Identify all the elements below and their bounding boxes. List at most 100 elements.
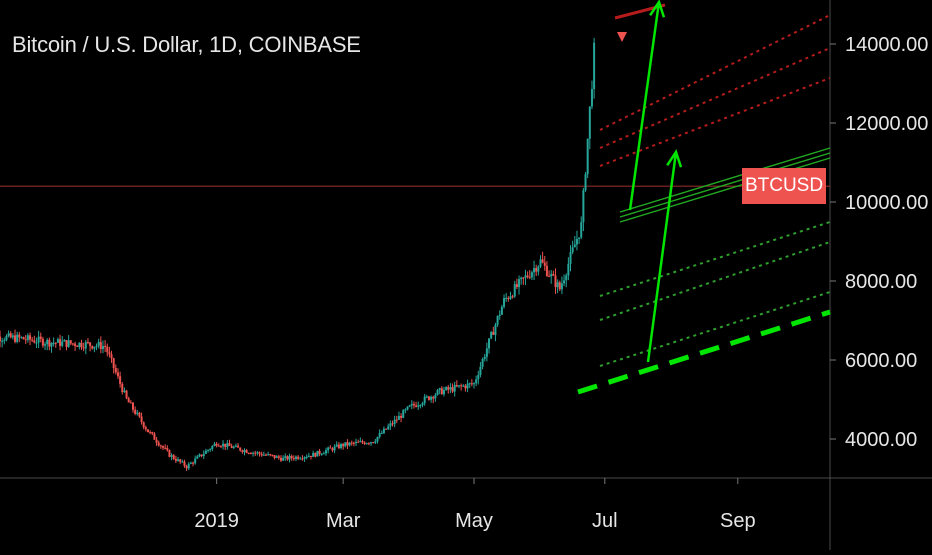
candle-body: [149, 432, 152, 434]
candle-body: [262, 454, 265, 456]
green-arrow-lower: [646, 151, 678, 363]
candle-body: [355, 441, 358, 444]
candle-body: [492, 331, 495, 335]
candle-body: [539, 259, 542, 267]
candle-body: [264, 454, 267, 456]
candle-body: [453, 384, 456, 392]
candle-body: [116, 372, 119, 377]
candle-body: [352, 442, 355, 444]
candle-body: [331, 448, 334, 451]
candle-body: [153, 433, 156, 440]
candle-body: [511, 296, 514, 298]
candle-body: [406, 406, 409, 410]
candle-body: [196, 456, 199, 459]
candle-body: [181, 461, 184, 463]
candle-body: [288, 455, 291, 460]
candle-body: [346, 442, 349, 446]
candle-body: [365, 443, 368, 445]
candle-body: [348, 442, 351, 446]
candle-body: [213, 443, 216, 446]
candle-body: [357, 441, 360, 443]
candle-body: [29, 335, 32, 340]
candle-body: [222, 443, 225, 447]
candle-body: [101, 345, 104, 350]
y-tick-label: 6000.00: [845, 350, 917, 372]
candle-body: [162, 446, 165, 448]
candle-body: [157, 442, 160, 446]
candle-body: [284, 456, 287, 458]
candle-body: [350, 442, 353, 444]
candle-body: [481, 358, 484, 367]
candle-body: [202, 453, 205, 457]
candle-body: [393, 419, 396, 425]
candle-body: [423, 396, 426, 404]
symbol-badge: BTCUSD: [742, 168, 826, 204]
green-dotted-channel-line: [599, 241, 831, 321]
candle-body: [590, 89, 593, 107]
candle-body: [340, 444, 343, 449]
candle-body: [303, 457, 306, 459]
candle-body: [520, 277, 523, 280]
candle-body: [273, 455, 276, 458]
candle-body: [241, 450, 244, 453]
candle-body: [286, 456, 289, 460]
green-arrow-upper: [628, 1, 661, 211]
candle-body: [48, 339, 51, 347]
candle-body: [307, 455, 310, 457]
candle-body: [144, 427, 147, 430]
candle-body: [558, 282, 561, 290]
candle-body: [464, 385, 467, 389]
candle-body: [533, 268, 536, 273]
candle-body: [505, 297, 508, 299]
green-dotted-channel-line: [599, 221, 831, 297]
candle-body: [545, 265, 548, 276]
candle-body: [35, 342, 38, 344]
candle-body: [219, 446, 222, 448]
candle-body: [327, 447, 330, 451]
candle-body: [271, 454, 274, 456]
candle-body: [318, 450, 321, 455]
candle-body: [194, 458, 197, 464]
candle-body: [254, 452, 257, 454]
candle-body: [301, 458, 304, 460]
candle-body: [436, 390, 439, 395]
candle-body: [477, 375, 480, 380]
candle-body: [310, 455, 312, 457]
candle-body: [97, 341, 100, 346]
candle-body: [294, 456, 297, 459]
candle-body: [445, 387, 448, 391]
candle-body: [0, 336, 2, 342]
candle-body: [575, 238, 578, 245]
candle-body: [380, 433, 383, 435]
candle-body: [543, 262, 546, 266]
candle-body: [185, 465, 188, 469]
high-marker-icon: [617, 32, 627, 42]
candle-body: [224, 443, 227, 447]
candle-body: [457, 385, 460, 387]
candle-body: [466, 383, 469, 389]
candle-body: [395, 419, 398, 421]
candle-body: [147, 429, 149, 433]
candle-body: [488, 338, 491, 349]
candle-body: [215, 443, 218, 446]
candle-body: [9, 333, 12, 338]
candle-body: [232, 446, 235, 448]
candle-body: [5, 335, 8, 341]
candle-body: [552, 273, 555, 276]
candle-body: [569, 252, 572, 264]
candle-body: [61, 341, 64, 346]
x-tick-label: Jul: [592, 510, 618, 532]
green-dotted-channel-line: [599, 291, 831, 367]
candle-body: [269, 454, 272, 456]
candle-body: [565, 275, 568, 281]
candle-body: [335, 444, 338, 447]
candle-body: [370, 442, 373, 444]
candle-body: [204, 450, 207, 454]
candle-body: [22, 337, 25, 340]
candle-body: [314, 452, 317, 457]
candle-body: [593, 42, 596, 90]
candle-body: [417, 405, 420, 407]
candle-body: [136, 412, 139, 414]
candle-body: [93, 346, 96, 349]
x-tick-label: 2019: [194, 510, 239, 532]
